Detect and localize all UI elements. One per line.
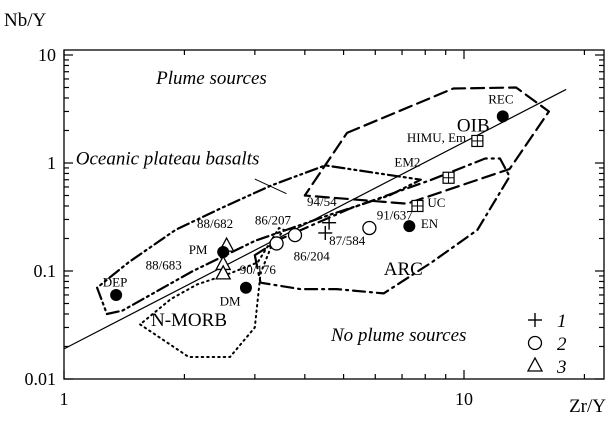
marker-shape: [496, 110, 509, 123]
marker-shape: [215, 264, 232, 280]
region-oceanic-plateau-basalts: [95, 164, 422, 316]
legend-label-1: 1: [557, 311, 567, 332]
plot-frame: [63, 49, 605, 380]
y-axis-title: Nb/Y: [4, 10, 47, 31]
point-em2: [442, 171, 455, 184]
point-label-88-682: 88/682: [197, 216, 233, 231]
y-tick-label: 0.1: [34, 261, 57, 281]
point-label-91-637: 91/637: [377, 207, 414, 222]
y-tick-label: 10: [38, 45, 56, 65]
marker-shape: [527, 335, 543, 351]
legend-marker-open-triangle: [526, 356, 544, 372]
legend-label-3: 3: [556, 357, 567, 378]
point-rec: [496, 110, 509, 123]
marker-shape: [287, 227, 303, 243]
point-dm: [239, 281, 252, 294]
point-label-94-54: 94/54: [307, 194, 337, 209]
point-pm: [217, 245, 230, 258]
x-axis-title: Zr/Y: [569, 396, 606, 417]
point-94-54: [322, 215, 337, 230]
marker-shape: [110, 288, 123, 301]
point-label-em2: EM2: [394, 154, 420, 169]
region-n-morb: [139, 227, 286, 358]
reference-line: [63, 88, 567, 350]
legend: 123: [526, 311, 567, 378]
point-himu-em: [471, 134, 484, 148]
region-label-oib: OIB: [457, 116, 490, 137]
marker-shape: [239, 281, 252, 294]
x-tick-label: 10: [455, 389, 473, 409]
point-91-637: [362, 220, 377, 236]
point-88-683: [215, 264, 232, 280]
point-label-uc: UC: [427, 195, 445, 210]
region-oib: [303, 86, 551, 205]
point-86-207: [269, 236, 284, 251]
regions-layer: [95, 86, 551, 358]
point-label-pm: PM: [189, 242, 208, 257]
leader-line: [254, 178, 287, 195]
legend-marker-plus: [528, 313, 542, 327]
point-87-584: [318, 225, 333, 240]
point-label-87-584: 87/584: [329, 233, 366, 248]
point-label-88-683: 88/683: [146, 258, 182, 273]
legend-label-2: 2: [557, 334, 567, 355]
marker-shape: [526, 356, 544, 372]
point-label-dep: DEP: [103, 274, 128, 289]
reference-line-layer: [63, 88, 567, 350]
marker-shape: [362, 220, 377, 236]
area-label-no-plume-sources: No plume sources: [330, 325, 466, 346]
annotation-90-176: 90/176: [240, 262, 277, 277]
x-tick-label: 1: [60, 389, 69, 409]
labels-layer: OIB Oceanic plateau basalts ARC N-MORB Plume…: [76, 68, 514, 346]
marks-layer: [110, 110, 509, 301]
point-label-himu-em: HIMU, Em: [407, 130, 466, 145]
point-en: [403, 220, 416, 233]
region-arc: [253, 157, 511, 295]
marker-shape: [403, 220, 416, 233]
area-label-plume-sources: Plume sources: [155, 68, 267, 89]
y-tick-label: 0.01: [25, 369, 57, 389]
marker-shape: [217, 245, 230, 258]
point-uc: [411, 199, 424, 213]
region-label-oceanic-plateau-basalts: Oceanic plateau basalts: [76, 148, 260, 169]
point-label-dm: DM: [220, 293, 241, 308]
point-label-86-204: 86/204: [294, 249, 331, 264]
point-label-86-207: 86/207: [255, 212, 292, 227]
y-tick-label: 1: [47, 153, 56, 173]
point-label-rec: REC: [488, 92, 513, 107]
legend-marker-open-circle: [527, 335, 543, 351]
region-label-arc: ARC: [384, 259, 423, 280]
point-dep: [110, 288, 123, 301]
point-86-204: [287, 227, 303, 243]
region-label-n-morb: N-MORB: [151, 310, 227, 331]
axes-layer: 1 10 0.01 0.1 1 10 Nb/Y Zr/Y: [4, 10, 606, 417]
point-label-en: EN: [421, 216, 439, 231]
marker-shape: [269, 236, 284, 251]
